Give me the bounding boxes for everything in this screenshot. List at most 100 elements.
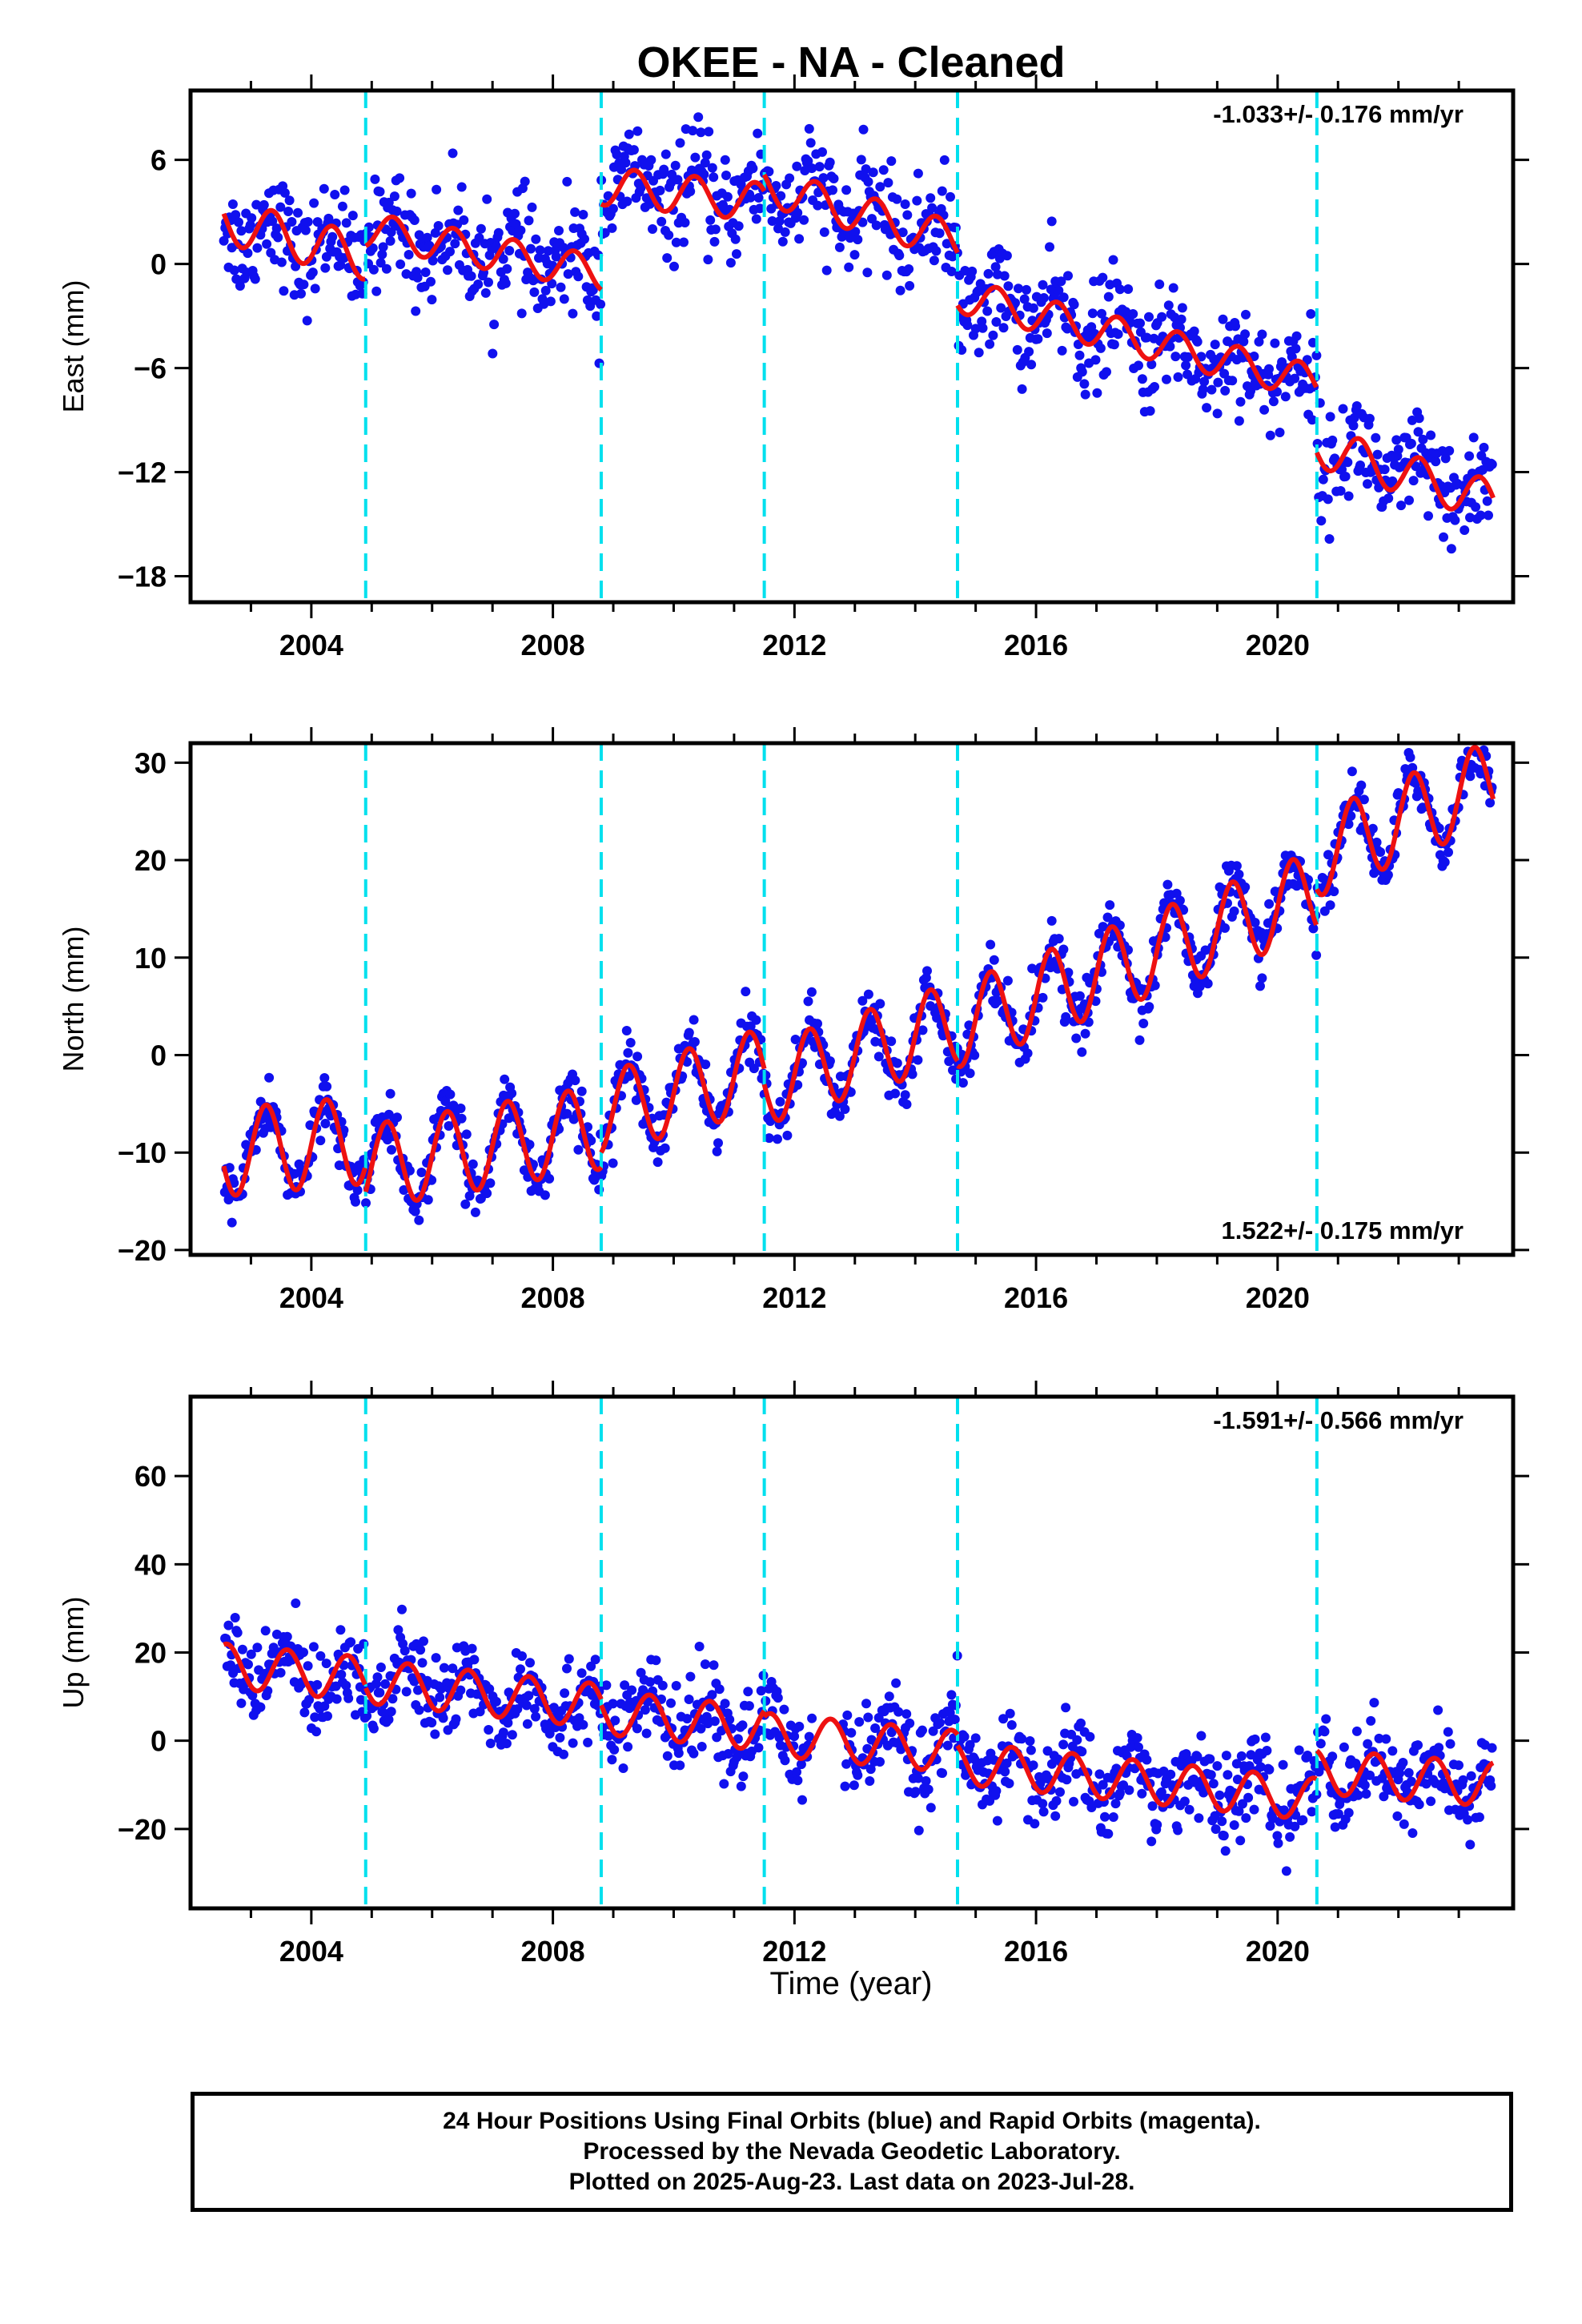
up-data-point <box>387 1694 398 1704</box>
up-data-point <box>1221 1751 1231 1761</box>
east-data-point <box>271 223 282 234</box>
east-data-point <box>902 210 913 220</box>
y-tick-label: 10 <box>135 942 167 975</box>
east-data-point <box>1431 456 1441 467</box>
east-data-point <box>580 234 589 244</box>
east-data-point <box>1033 334 1043 344</box>
up-data-point <box>255 1702 266 1712</box>
east-data-point <box>1240 329 1251 340</box>
east-data-point <box>531 234 541 244</box>
east-data-point <box>937 186 947 196</box>
up-data-point <box>945 1707 955 1718</box>
east-data-point <box>1045 242 1054 252</box>
y-tick-label: −18 <box>118 561 167 593</box>
east-data-point <box>1306 309 1316 319</box>
up-data-point <box>873 1713 884 1723</box>
east-data-point <box>480 287 491 298</box>
east-data-point <box>999 271 1010 281</box>
east-data-point <box>751 214 761 224</box>
east-data-point <box>780 227 790 237</box>
east-data-point <box>1087 308 1098 319</box>
north-data-point <box>1264 899 1275 909</box>
east-data-point <box>646 155 656 165</box>
up-data-point <box>1006 1720 1017 1730</box>
north-data-point <box>1231 861 1242 871</box>
east-data-point <box>422 232 432 243</box>
east-data-point <box>1391 435 1402 445</box>
east-data-point <box>990 262 1001 272</box>
north-data-point <box>660 1143 670 1153</box>
east-data-point <box>1355 460 1365 470</box>
east-data-point <box>792 161 802 171</box>
east-data-point <box>850 227 861 237</box>
up-data-point <box>414 1705 424 1715</box>
up-data-point <box>950 1700 961 1711</box>
y-tick-label: 20 <box>135 1637 167 1670</box>
north-data-point <box>713 1138 723 1148</box>
east-data-point <box>1137 374 1147 384</box>
north-data-point <box>224 1163 235 1173</box>
east-data-point <box>1235 396 1246 407</box>
up-data-point <box>863 1712 873 1723</box>
east-data-point <box>252 243 263 253</box>
up-data-point <box>335 1625 346 1635</box>
east-data-point <box>488 348 498 359</box>
north-data-point <box>485 1178 496 1188</box>
up-data-point <box>1219 1831 1229 1841</box>
north-model-curve <box>761 987 960 1124</box>
east-data-point <box>545 296 556 307</box>
up-data-point <box>416 1645 426 1655</box>
north-data-point <box>1472 730 1482 740</box>
up-data-point <box>1229 1820 1239 1830</box>
east-data-point <box>1364 413 1375 424</box>
north-data-point <box>423 1195 433 1205</box>
up-data-point <box>436 1684 446 1694</box>
east-data-point <box>1290 373 1300 384</box>
east-data-point <box>1318 474 1328 485</box>
north-data-point <box>1325 900 1335 911</box>
east-data-points <box>219 112 1497 554</box>
up-data-point <box>1100 1811 1110 1822</box>
up-data-point <box>299 1707 310 1718</box>
up-data-point <box>1395 1768 1405 1779</box>
up-data-point <box>560 1688 570 1699</box>
up-data-point <box>709 1660 719 1671</box>
east-data-point <box>371 286 382 296</box>
east-data-point <box>1150 382 1159 392</box>
up-data-point <box>1315 1739 1326 1749</box>
east-data-point <box>1411 461 1421 472</box>
up-data-point <box>942 1740 953 1751</box>
east-data-point <box>367 243 378 253</box>
up-data-point <box>905 1718 915 1728</box>
east-data-point <box>828 185 837 195</box>
x-tick-label: 2004 <box>279 629 343 661</box>
up-data-point <box>576 1668 587 1679</box>
east-data-point <box>414 230 424 240</box>
east-data-point <box>1057 345 1067 356</box>
north-model-curve <box>363 1088 604 1203</box>
y-tick-label: 30 <box>135 746 167 779</box>
east-data-point <box>946 267 957 276</box>
north-data-point <box>1229 906 1239 916</box>
up-data-point <box>865 1764 876 1775</box>
north-data-point <box>1074 991 1085 1001</box>
up-data-point <box>232 1627 243 1638</box>
east-data-point <box>709 172 719 183</box>
east-data-point <box>1080 389 1090 400</box>
east-data-point <box>704 127 714 137</box>
east-data-point <box>803 156 813 167</box>
up-data-point <box>308 1642 319 1652</box>
up-data-point <box>1249 1804 1259 1815</box>
north-data-point <box>1061 1011 1071 1022</box>
up-data-point <box>662 1751 673 1761</box>
up-data-point <box>243 1659 253 1670</box>
up-data-point <box>368 1723 379 1734</box>
north-data-point <box>1371 837 1382 847</box>
up-data-point <box>738 1771 749 1782</box>
up-data-point <box>959 1731 970 1742</box>
y-tick-label: −20 <box>118 1234 167 1267</box>
east-data-point <box>327 231 338 242</box>
up-data-point <box>970 1754 980 1764</box>
north-data-point <box>1144 1002 1154 1012</box>
up-data-point <box>1330 1822 1340 1832</box>
